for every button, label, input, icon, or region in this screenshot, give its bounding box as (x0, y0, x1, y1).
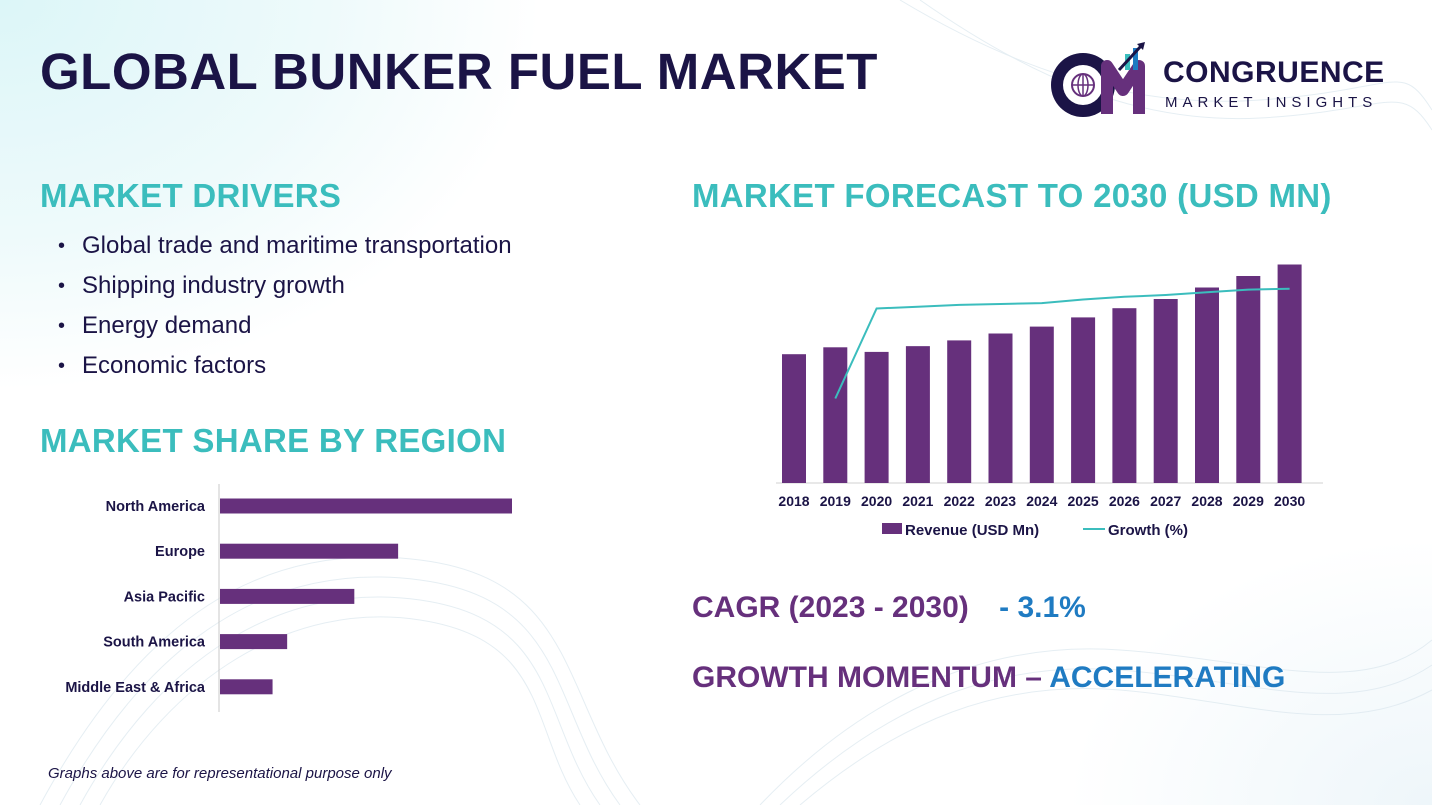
year-tick-label: 2022 (944, 493, 975, 509)
legend-revenue-label: Revenue (USD Mn) (905, 522, 1039, 539)
forecast-chart: 2018 2019 2020 2021 2022 2023 2024 2025 2026 2027… (776, 264, 1323, 539)
region-share-chart: North America Europe Asia Pacific South Ame… (65, 484, 512, 712)
momentum-stat: GROWTH MOMENTUM – ACCELERATING (692, 663, 1285, 693)
footnote: Graphs above are for representational pu… (48, 765, 392, 782)
region-label: Europe (155, 544, 205, 560)
list-item: • Economic factors (58, 350, 512, 390)
momentum-value: ACCELERATING (1049, 661, 1286, 694)
year-tick-label: 2020 (861, 493, 892, 509)
revenue-bar (1029, 326, 1054, 483)
legend-revenue-swatch (882, 523, 902, 534)
growth-line (834, 287, 1290, 399)
year-tick-label: 2019 (820, 493, 851, 509)
year-tick-label: 2023 (985, 493, 1016, 509)
region-label: Asia Pacific (124, 589, 205, 605)
revenue-bar (823, 347, 848, 483)
revenue-bar (1112, 308, 1137, 483)
logo-tagline: MARKET INSIGHTS (1165, 94, 1378, 111)
region-bar (220, 498, 512, 514)
bullet-icon: • (58, 235, 66, 257)
region-bar (220, 679, 273, 695)
revenue-bar (947, 340, 972, 483)
region-bar (220, 634, 288, 650)
bullet-icon: • (58, 355, 66, 377)
revenue-bar (1277, 264, 1302, 483)
year-tick-label: 2030 (1274, 493, 1305, 509)
revenue-bar (864, 351, 889, 483)
forecast-heading: MARKET FORECAST TO 2030 (USD MN) (692, 177, 1332, 214)
company-logo: CONGRUENCE MARKET INSIGHTS (1045, 40, 1395, 120)
momentum-label: GROWTH MOMENTUM – (692, 661, 1042, 694)
revenue-bar (1153, 299, 1178, 483)
bullet-icon: • (58, 275, 66, 297)
drivers-list: • Global trade and maritime transportatio… (58, 230, 512, 390)
region-bar (220, 588, 355, 604)
region-label: North America (106, 499, 206, 515)
list-item: • Global trade and maritime transportatio… (58, 230, 512, 270)
bullet-icon: • (58, 315, 66, 337)
region-label: Middle East & Africa (65, 680, 206, 696)
year-tick-label: 2021 (902, 493, 933, 509)
list-item: • Energy demand (58, 310, 512, 350)
revenue-bar (1236, 276, 1261, 483)
driver-text: Shipping industry growth (82, 272, 345, 299)
year-tick-label: 2029 (1233, 493, 1264, 509)
driver-text: Energy demand (82, 312, 252, 339)
legend-growth-label: Growth (%) (1108, 522, 1188, 539)
revenue-bar (1195, 287, 1219, 483)
cagr-label: CAGR (2023 - 2030) (692, 591, 969, 624)
region-bar (220, 543, 399, 559)
year-tick-label: 2025 (1068, 493, 1099, 509)
logo-wordmark: CONGRUENCE (1163, 56, 1385, 89)
cagr-value: - 3.1% (999, 591, 1086, 624)
region-label: South America (103, 635, 206, 651)
revenue-bar (782, 354, 806, 483)
revenue-bar (988, 333, 1013, 483)
year-tick-label: 2024 (1026, 493, 1057, 509)
driver-text: Economic factors (82, 352, 267, 379)
list-item: • Shipping industry growth (58, 270, 512, 310)
revenue-bar (1071, 317, 1096, 483)
revenue-bar (905, 346, 930, 483)
year-tick-label: 2018 (778, 493, 809, 509)
year-tick-label: 2028 (1191, 493, 1222, 509)
drivers-heading: MARKET DRIVERS (40, 177, 342, 214)
year-tick-label: 2027 (1150, 493, 1181, 509)
region-heading: MARKET SHARE BY REGION (40, 422, 507, 459)
year-tick-label: 2026 (1109, 493, 1140, 509)
driver-text: Global trade and maritime transportation (82, 232, 512, 259)
cagr-stat: CAGR (2023 - 2030) - 3.1% (692, 593, 1086, 623)
page-title: GLOBAL BUNKER FUEL MARKET (40, 43, 878, 100)
logo-mark-icon (1051, 42, 1145, 117)
